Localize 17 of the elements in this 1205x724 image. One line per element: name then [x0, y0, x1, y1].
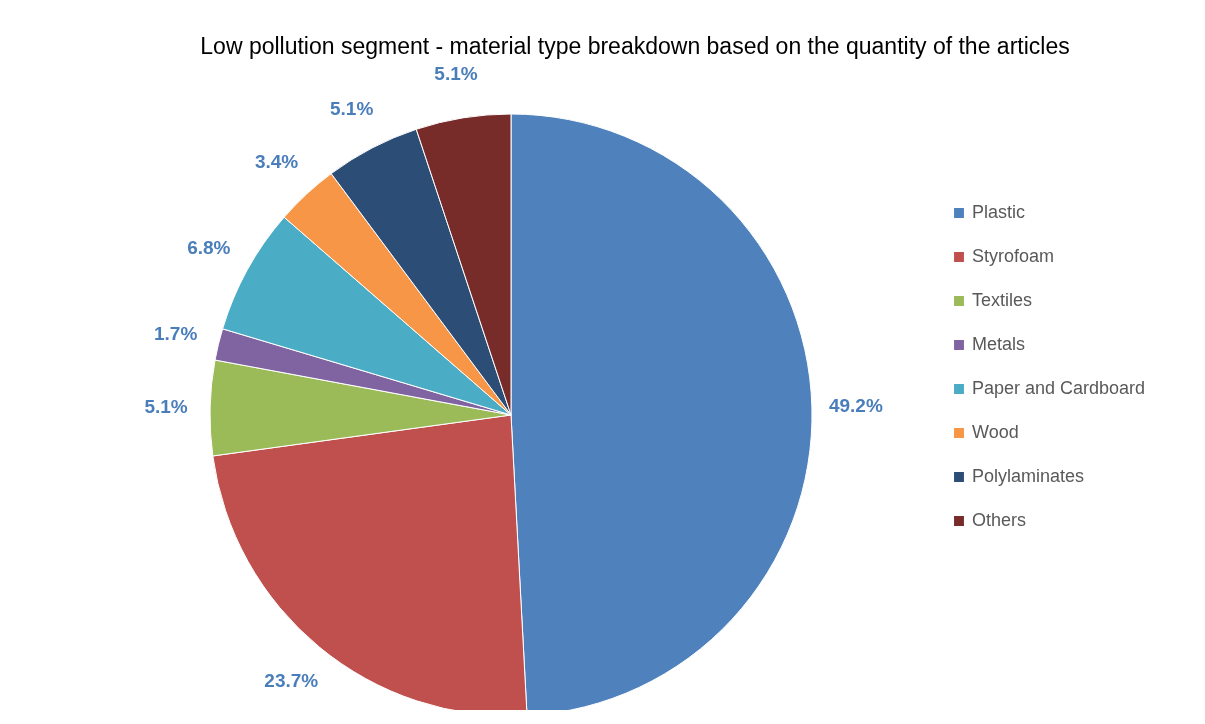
data-label: 3.4%	[254, 150, 299, 172]
data-label: 5.1%	[144, 395, 188, 417]
legend-label: Paper and Cardboard	[972, 378, 1146, 398]
legend-label: Plastic	[972, 202, 1026, 222]
legend-label: Metals	[972, 334, 1026, 354]
data-label: 49.2%	[828, 394, 883, 416]
data-label: 5.1%	[434, 63, 478, 85]
legend-label: Others	[972, 510, 1027, 530]
legend-label: Polylaminates	[972, 466, 1085, 486]
legend-label: Wood	[972, 422, 1019, 442]
legend-label: Textiles	[972, 290, 1033, 310]
data-label: 23.7%	[264, 669, 319, 691]
data-label: 1.7%	[153, 323, 198, 345]
data-label: 6.8%	[187, 237, 231, 259]
legend-label: Styrofoam	[972, 246, 1055, 266]
data-label: 5.1%	[329, 98, 374, 120]
chart-title: Low pollution segment - material type breakdown based on the quantity of the articles	[200, 33, 1070, 60]
